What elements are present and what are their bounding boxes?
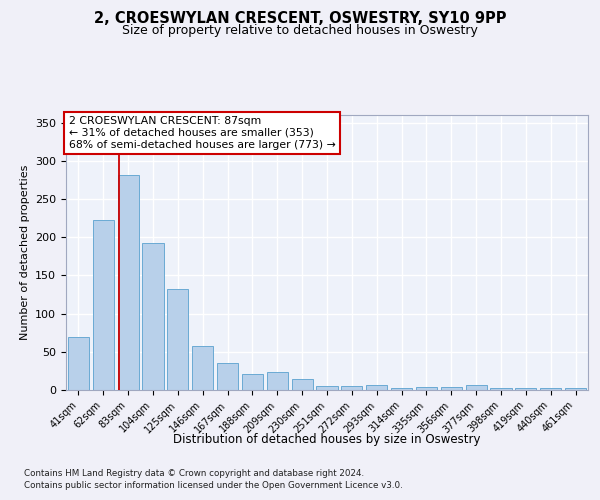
- Bar: [441, 387, 462, 390]
- Bar: [416, 387, 437, 390]
- Bar: [118, 176, 139, 390]
- Text: 2, CROESWYLAN CRESCENT, OSWESTRY, SY10 9PP: 2, CROESWYLAN CRESCENT, OSWESTRY, SY10 9…: [94, 11, 506, 26]
- Bar: [93, 220, 114, 390]
- Bar: [267, 372, 288, 390]
- Bar: [540, 388, 561, 390]
- Bar: [142, 244, 164, 390]
- Text: Contains HM Land Registry data © Crown copyright and database right 2024.: Contains HM Land Registry data © Crown c…: [24, 469, 364, 478]
- Bar: [466, 386, 487, 390]
- Text: Contains public sector information licensed under the Open Government Licence v3: Contains public sector information licen…: [24, 481, 403, 490]
- Bar: [565, 388, 586, 390]
- Bar: [192, 346, 213, 390]
- Bar: [68, 336, 89, 390]
- Bar: [366, 386, 387, 390]
- Bar: [391, 388, 412, 390]
- Bar: [341, 386, 362, 390]
- Text: 2 CROESWYLAN CRESCENT: 87sqm
← 31% of detached houses are smaller (353)
68% of s: 2 CROESWYLAN CRESCENT: 87sqm ← 31% of de…: [68, 116, 335, 150]
- Bar: [316, 386, 338, 390]
- Bar: [490, 388, 512, 390]
- Bar: [217, 364, 238, 390]
- Bar: [242, 374, 263, 390]
- Bar: [515, 388, 536, 390]
- Y-axis label: Number of detached properties: Number of detached properties: [20, 165, 29, 340]
- Bar: [292, 378, 313, 390]
- Text: Size of property relative to detached houses in Oswestry: Size of property relative to detached ho…: [122, 24, 478, 37]
- Text: Distribution of detached houses by size in Oswestry: Distribution of detached houses by size …: [173, 432, 481, 446]
- Bar: [167, 289, 188, 390]
